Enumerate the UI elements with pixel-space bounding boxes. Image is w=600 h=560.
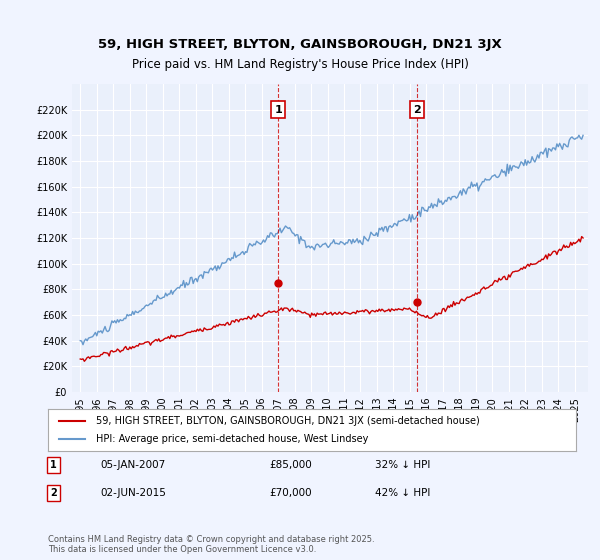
Text: HPI: Average price, semi-detached house, West Lindsey: HPI: Average price, semi-detached house,… [95,434,368,444]
Text: 2: 2 [50,488,56,498]
Text: 02-JUN-2015: 02-JUN-2015 [101,488,167,498]
Text: 05-JAN-2007: 05-JAN-2007 [101,460,166,470]
Text: 2: 2 [413,105,421,115]
Text: Contains HM Land Registry data © Crown copyright and database right 2025.
This d: Contains HM Land Registry data © Crown c… [48,535,374,554]
Text: 59, HIGH STREET, BLYTON, GAINSBOROUGH, DN21 3JX: 59, HIGH STREET, BLYTON, GAINSBOROUGH, D… [98,38,502,52]
Text: Price paid vs. HM Land Registry's House Price Index (HPI): Price paid vs. HM Land Registry's House … [131,58,469,71]
Text: £70,000: £70,000 [270,488,313,498]
Text: 32% ↓ HPI: 32% ↓ HPI [376,460,431,470]
Text: 1: 1 [50,460,56,470]
Text: 59, HIGH STREET, BLYTON, GAINSBOROUGH, DN21 3JX (semi-detached house): 59, HIGH STREET, BLYTON, GAINSBOROUGH, D… [95,416,479,426]
Text: £85,000: £85,000 [270,460,313,470]
Text: 1: 1 [274,105,282,115]
Text: 42% ↓ HPI: 42% ↓ HPI [376,488,431,498]
